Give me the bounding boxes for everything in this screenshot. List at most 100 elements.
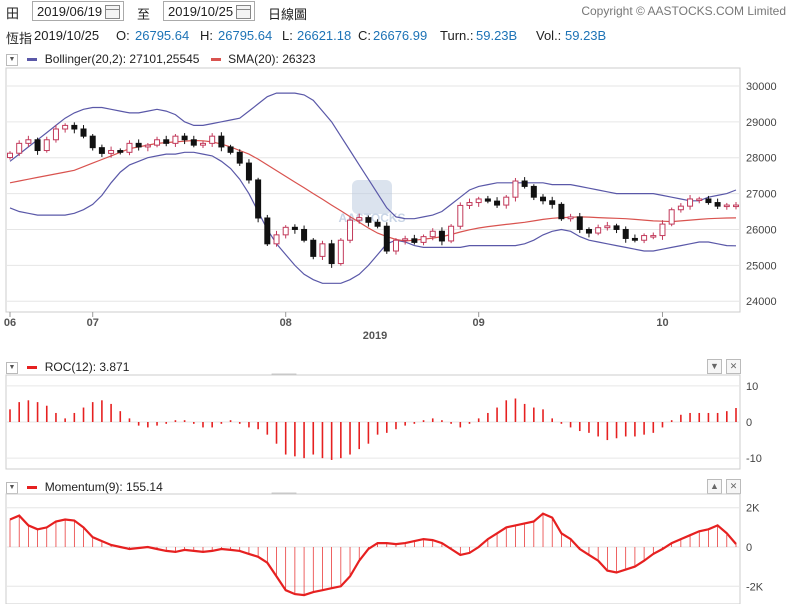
price-y-tick-label: 24000 xyxy=(746,296,777,308)
close-value: 26676.99 xyxy=(373,28,428,43)
chevron-down-icon[interactable]: ▼ xyxy=(707,359,722,374)
x-tick-label: 06 xyxy=(4,317,16,329)
candle-body xyxy=(34,139,41,152)
candle-body xyxy=(392,239,399,252)
candle-body xyxy=(172,135,179,144)
candle-body xyxy=(383,225,390,252)
momentum-y-tick-label: -2K xyxy=(746,581,764,593)
calendar-grid-icon[interactable]: 田 xyxy=(6,6,20,21)
price-y-tick-label: 27000 xyxy=(746,189,777,201)
candle-body xyxy=(677,205,684,211)
candle-body xyxy=(245,162,252,181)
candle-body xyxy=(429,230,436,238)
candle-body xyxy=(420,236,427,243)
candle-body xyxy=(723,204,730,208)
candle-body xyxy=(181,135,188,141)
momentum-legend-value: 155.14 xyxy=(126,480,163,494)
candle-body xyxy=(7,152,13,159)
candle-body xyxy=(411,238,418,243)
candle-body xyxy=(733,204,739,208)
momentum-y-tick-label: 0 xyxy=(746,542,752,554)
sma-legend-value: 26323 xyxy=(282,52,316,66)
calendar-icon[interactable] xyxy=(236,5,251,19)
x-tick-label: 09 xyxy=(473,317,485,329)
to-date-input[interactable]: 2019/10/25 xyxy=(163,1,255,21)
candle-body xyxy=(255,179,262,219)
candle-body xyxy=(448,225,455,242)
collapse-triangle-icon[interactable]: ▼ xyxy=(6,481,18,494)
price-y-tick-label: 30000 xyxy=(746,81,777,93)
candle-body xyxy=(457,204,464,227)
x-tick-label: 07 xyxy=(87,317,99,329)
open-label: O: xyxy=(116,28,130,43)
roc-legend-name: ROC(12) xyxy=(44,360,93,374)
from-date-value: 2019/06/19 xyxy=(37,4,103,19)
candle-body xyxy=(567,216,574,220)
open-value: 26795.64 xyxy=(135,28,190,43)
price-y-tick-label: 29000 xyxy=(746,117,777,129)
candle-body xyxy=(190,139,197,146)
bollinger-lower-line xyxy=(9,151,737,284)
roc-y-tick-label: -10 xyxy=(746,453,762,465)
candle-body xyxy=(714,202,721,207)
candle-body xyxy=(62,124,69,130)
candle-body xyxy=(622,228,629,239)
roc-swatch xyxy=(27,366,38,370)
high-label: H: xyxy=(200,28,213,43)
candle-body xyxy=(585,228,592,234)
candle-body xyxy=(484,198,491,202)
watermark-text: AASTOCKS xyxy=(338,211,405,225)
close-icon[interactable]: ✕ xyxy=(726,359,741,374)
candle-body xyxy=(328,243,335,265)
calendar-icon[interactable] xyxy=(105,5,120,19)
candle-body xyxy=(236,151,243,164)
watermark-logo xyxy=(352,180,392,214)
candle-body xyxy=(374,221,381,227)
price-y-tick-label: 26000 xyxy=(746,224,777,236)
candle-body xyxy=(282,226,289,236)
candle-body xyxy=(503,196,510,206)
candle-body xyxy=(144,144,151,148)
collapse-triangle-icon[interactable]: ▼ xyxy=(6,53,18,66)
candle-body xyxy=(521,180,528,187)
to-label: 至 xyxy=(137,7,151,22)
candle-body xyxy=(209,135,216,144)
turnover-value: 59.23B xyxy=(476,28,518,43)
candle-body xyxy=(135,142,142,148)
candle-body xyxy=(668,209,675,225)
candle-body xyxy=(218,135,225,148)
copyright-text: Copyright © AASTOCKS.COM Limited xyxy=(581,4,786,18)
candle-body xyxy=(16,142,23,154)
to-date-value: 2019/10/25 xyxy=(168,4,234,19)
candle-body xyxy=(273,234,280,245)
x-tick-label: 10 xyxy=(656,317,668,329)
candle-body xyxy=(402,238,409,241)
momentum-panel-frame xyxy=(5,493,741,604)
candle-body xyxy=(301,228,308,241)
candle-body xyxy=(25,139,32,144)
candle-body xyxy=(163,139,170,144)
momentum-legend-name: Momentum(9) xyxy=(44,480,120,494)
low-label: L: xyxy=(282,28,293,43)
candle-body xyxy=(576,216,583,230)
from-date-input[interactable]: 2019/06/19 xyxy=(32,1,124,21)
candle-body xyxy=(310,239,317,257)
period-selector[interactable]: 日線圖 xyxy=(268,7,308,22)
quote-date: 2019/10/25 xyxy=(34,28,100,43)
momentum-legend: ▼ Momentum(9): 155.14 xyxy=(6,479,163,495)
candle-body xyxy=(494,200,501,206)
quote-info-bar: 恆指 2019/10/25 O: 26795.64 H: 26795.64 L:… xyxy=(0,28,800,46)
collapse-triangle-icon[interactable]: ▼ xyxy=(6,361,18,374)
roc-legend-value: 3.871 xyxy=(99,360,130,374)
candle-body xyxy=(98,147,105,154)
volume-value: 59.23B xyxy=(565,28,607,43)
candle-body xyxy=(43,139,50,152)
candle-body xyxy=(530,185,537,198)
x-tick-label: 08 xyxy=(280,317,292,329)
bollinger-swatch xyxy=(27,58,38,62)
candle-body xyxy=(631,237,638,241)
candle-body xyxy=(595,227,602,234)
candle-body xyxy=(154,139,161,146)
candle-body xyxy=(337,239,344,265)
candle-body xyxy=(117,150,124,153)
